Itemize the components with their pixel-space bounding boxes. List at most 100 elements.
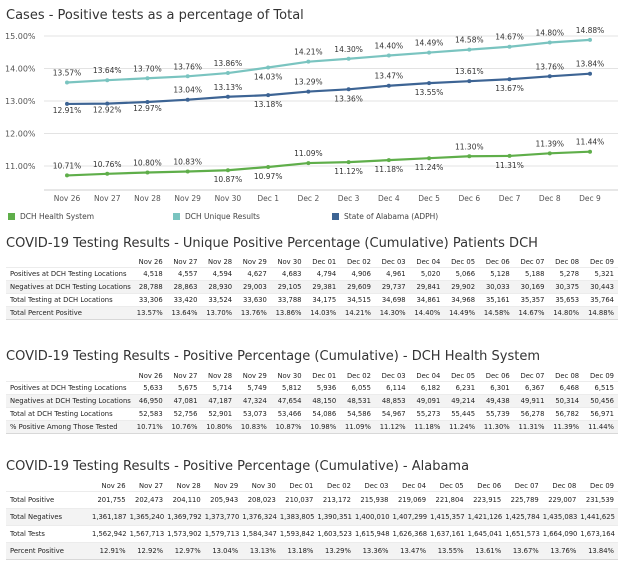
table-cell: 14.80% bbox=[548, 306, 584, 320]
column-header: Dec 08 bbox=[555, 372, 580, 380]
x-tick-label: Dec 1 bbox=[257, 194, 279, 203]
table-cell: 33,788 bbox=[270, 293, 306, 307]
data-point bbox=[145, 99, 150, 104]
series-line bbox=[66, 38, 591, 84]
row-label: Total Positive bbox=[6, 491, 92, 509]
table-cell: 4,518 bbox=[132, 267, 167, 281]
column-header: Dec 04 bbox=[416, 258, 441, 266]
legend-swatch bbox=[173, 212, 180, 220]
table-cell: 13.76% bbox=[236, 306, 271, 320]
table-row: Positives at DCH Testing Locations 5,633 5… bbox=[6, 381, 618, 395]
data-point bbox=[346, 87, 351, 92]
data-label: 12.92% bbox=[93, 106, 122, 115]
table-cell: 4,683 bbox=[270, 267, 306, 281]
table-cell: 1,626,368 bbox=[392, 525, 431, 543]
table-cell: 4,906 bbox=[340, 267, 375, 281]
table-cell: 49,214 bbox=[444, 394, 480, 408]
data-point bbox=[185, 169, 190, 174]
table-cell: 49,438 bbox=[479, 394, 514, 408]
table-cell: 28,863 bbox=[166, 280, 202, 294]
data-point bbox=[467, 79, 472, 84]
table-cell: 48,853 bbox=[374, 394, 410, 408]
data-label: 14.49% bbox=[415, 39, 444, 48]
data-label: 13.84% bbox=[576, 60, 605, 69]
table-cell: 13.36% bbox=[354, 542, 393, 560]
row-label: Total Tests bbox=[6, 525, 92, 543]
data-point bbox=[266, 164, 271, 169]
table-cell: 13.70% bbox=[201, 306, 237, 320]
legend-item-state-of-alabama[interactable]: State of Alabama (ADPH) bbox=[332, 210, 438, 222]
data-point bbox=[145, 170, 150, 175]
table-cell: 5,633 bbox=[132, 381, 167, 395]
table-cell: 14.40% bbox=[409, 306, 445, 320]
table-cell: 6,367 bbox=[513, 381, 549, 395]
data-label: 14.03% bbox=[254, 73, 283, 82]
table-row: Negatives at DCH Testing Locations 46,950… bbox=[6, 394, 618, 408]
table-cell: 1,376,324 bbox=[242, 508, 280, 526]
table-cell: 6,515 bbox=[583, 381, 618, 395]
data-label: 12.97% bbox=[133, 104, 162, 113]
data-label: 11.09% bbox=[294, 149, 323, 158]
column-header: Dec 04 bbox=[402, 482, 427, 490]
legend-swatch bbox=[332, 212, 339, 220]
column-header: Dec 09 bbox=[590, 372, 614, 380]
column-header: Nov 27 bbox=[139, 482, 164, 490]
table-cell: 10.87% bbox=[270, 420, 306, 434]
table-cell: 1,425,784 bbox=[505, 508, 543, 526]
table-cell: 4,594 bbox=[201, 267, 237, 281]
table-cell: 10.80% bbox=[201, 420, 237, 434]
data-point bbox=[547, 151, 552, 156]
table-cell: 6,468 bbox=[548, 381, 584, 395]
table-cell: 34,175 bbox=[305, 293, 341, 307]
column-header: Nov 28 bbox=[208, 258, 233, 266]
data-label: 11.31% bbox=[495, 161, 524, 170]
table-row: Total Negatives 1,361,187 1,365,240 1,369,7… bbox=[6, 508, 618, 526]
table-cell: 1,651,573 bbox=[505, 525, 543, 543]
legend-item-dch-health-system[interactable]: DCH Health System bbox=[8, 210, 94, 222]
table-cell: 210,037 bbox=[279, 491, 318, 509]
table-row: Total Positive 201,755 202,473 204,110 205,9… bbox=[6, 491, 618, 509]
table-cell: 13.84% bbox=[580, 542, 618, 560]
data-point bbox=[105, 171, 110, 176]
x-tick-label: Dec 5 bbox=[418, 194, 440, 203]
table-cell: 48,531 bbox=[340, 394, 375, 408]
table-cell: 1,400,010 bbox=[354, 508, 393, 526]
column-header: Dec 07 bbox=[520, 372, 545, 380]
data-point bbox=[588, 71, 592, 76]
column-header: Nov 30 bbox=[277, 258, 302, 266]
table-cell: 1,369,792 bbox=[167, 508, 205, 526]
data-point bbox=[588, 149, 592, 154]
table-header-row: Nov 26 Nov 27 Nov 28 Nov 29 Nov 30 Dec 01 Dec … bbox=[6, 481, 618, 492]
table-cell: 1,373,770 bbox=[204, 508, 243, 526]
data-label: 10.87% bbox=[214, 175, 243, 184]
table-cell: 34,698 bbox=[374, 293, 410, 307]
data-point bbox=[266, 65, 271, 70]
table-cell: 5,812 bbox=[270, 381, 306, 395]
data-point bbox=[225, 71, 230, 76]
table-cell: 6,301 bbox=[479, 381, 514, 395]
table-cell: 4,794 bbox=[305, 267, 341, 281]
table-cell: 5,936 bbox=[305, 381, 341, 395]
table-cell: 50,456 bbox=[583, 394, 618, 408]
table-unique-positive-dch: Nov 26 Nov 27 Nov 28 Nov 29 Nov 30 Dec 01 Dec … bbox=[6, 257, 618, 320]
table-cell: 11.39% bbox=[548, 420, 584, 434]
table-cell: 1,673,164 bbox=[580, 525, 618, 543]
x-tick-label: Nov 28 bbox=[134, 194, 161, 203]
table-cell: 213,172 bbox=[317, 491, 355, 509]
table-cell: 34,968 bbox=[444, 293, 480, 307]
table-cell: 6,231 bbox=[444, 381, 480, 395]
data-label: 13.70% bbox=[133, 64, 162, 73]
data-label: 13.13% bbox=[214, 83, 243, 92]
data-label: 13.57% bbox=[53, 68, 82, 77]
table-cell: 1,441,625 bbox=[580, 508, 618, 526]
table-header-row: Nov 26 Nov 27 Nov 28 Nov 29 Nov 30 Dec 01 Dec … bbox=[6, 371, 618, 382]
table-cell: 5,321 bbox=[583, 267, 618, 281]
table-cell: 29,841 bbox=[409, 280, 445, 294]
table-cell: 13.57% bbox=[132, 306, 167, 320]
table-cell: 10.83% bbox=[236, 420, 271, 434]
column-header: Dec 03 bbox=[364, 482, 389, 490]
legend-item-dch-unique-results[interactable]: DCH Unique Results bbox=[173, 210, 260, 222]
table-cell: 29,902 bbox=[444, 280, 480, 294]
data-point bbox=[386, 83, 391, 88]
table-cell: 28,788 bbox=[132, 280, 167, 294]
